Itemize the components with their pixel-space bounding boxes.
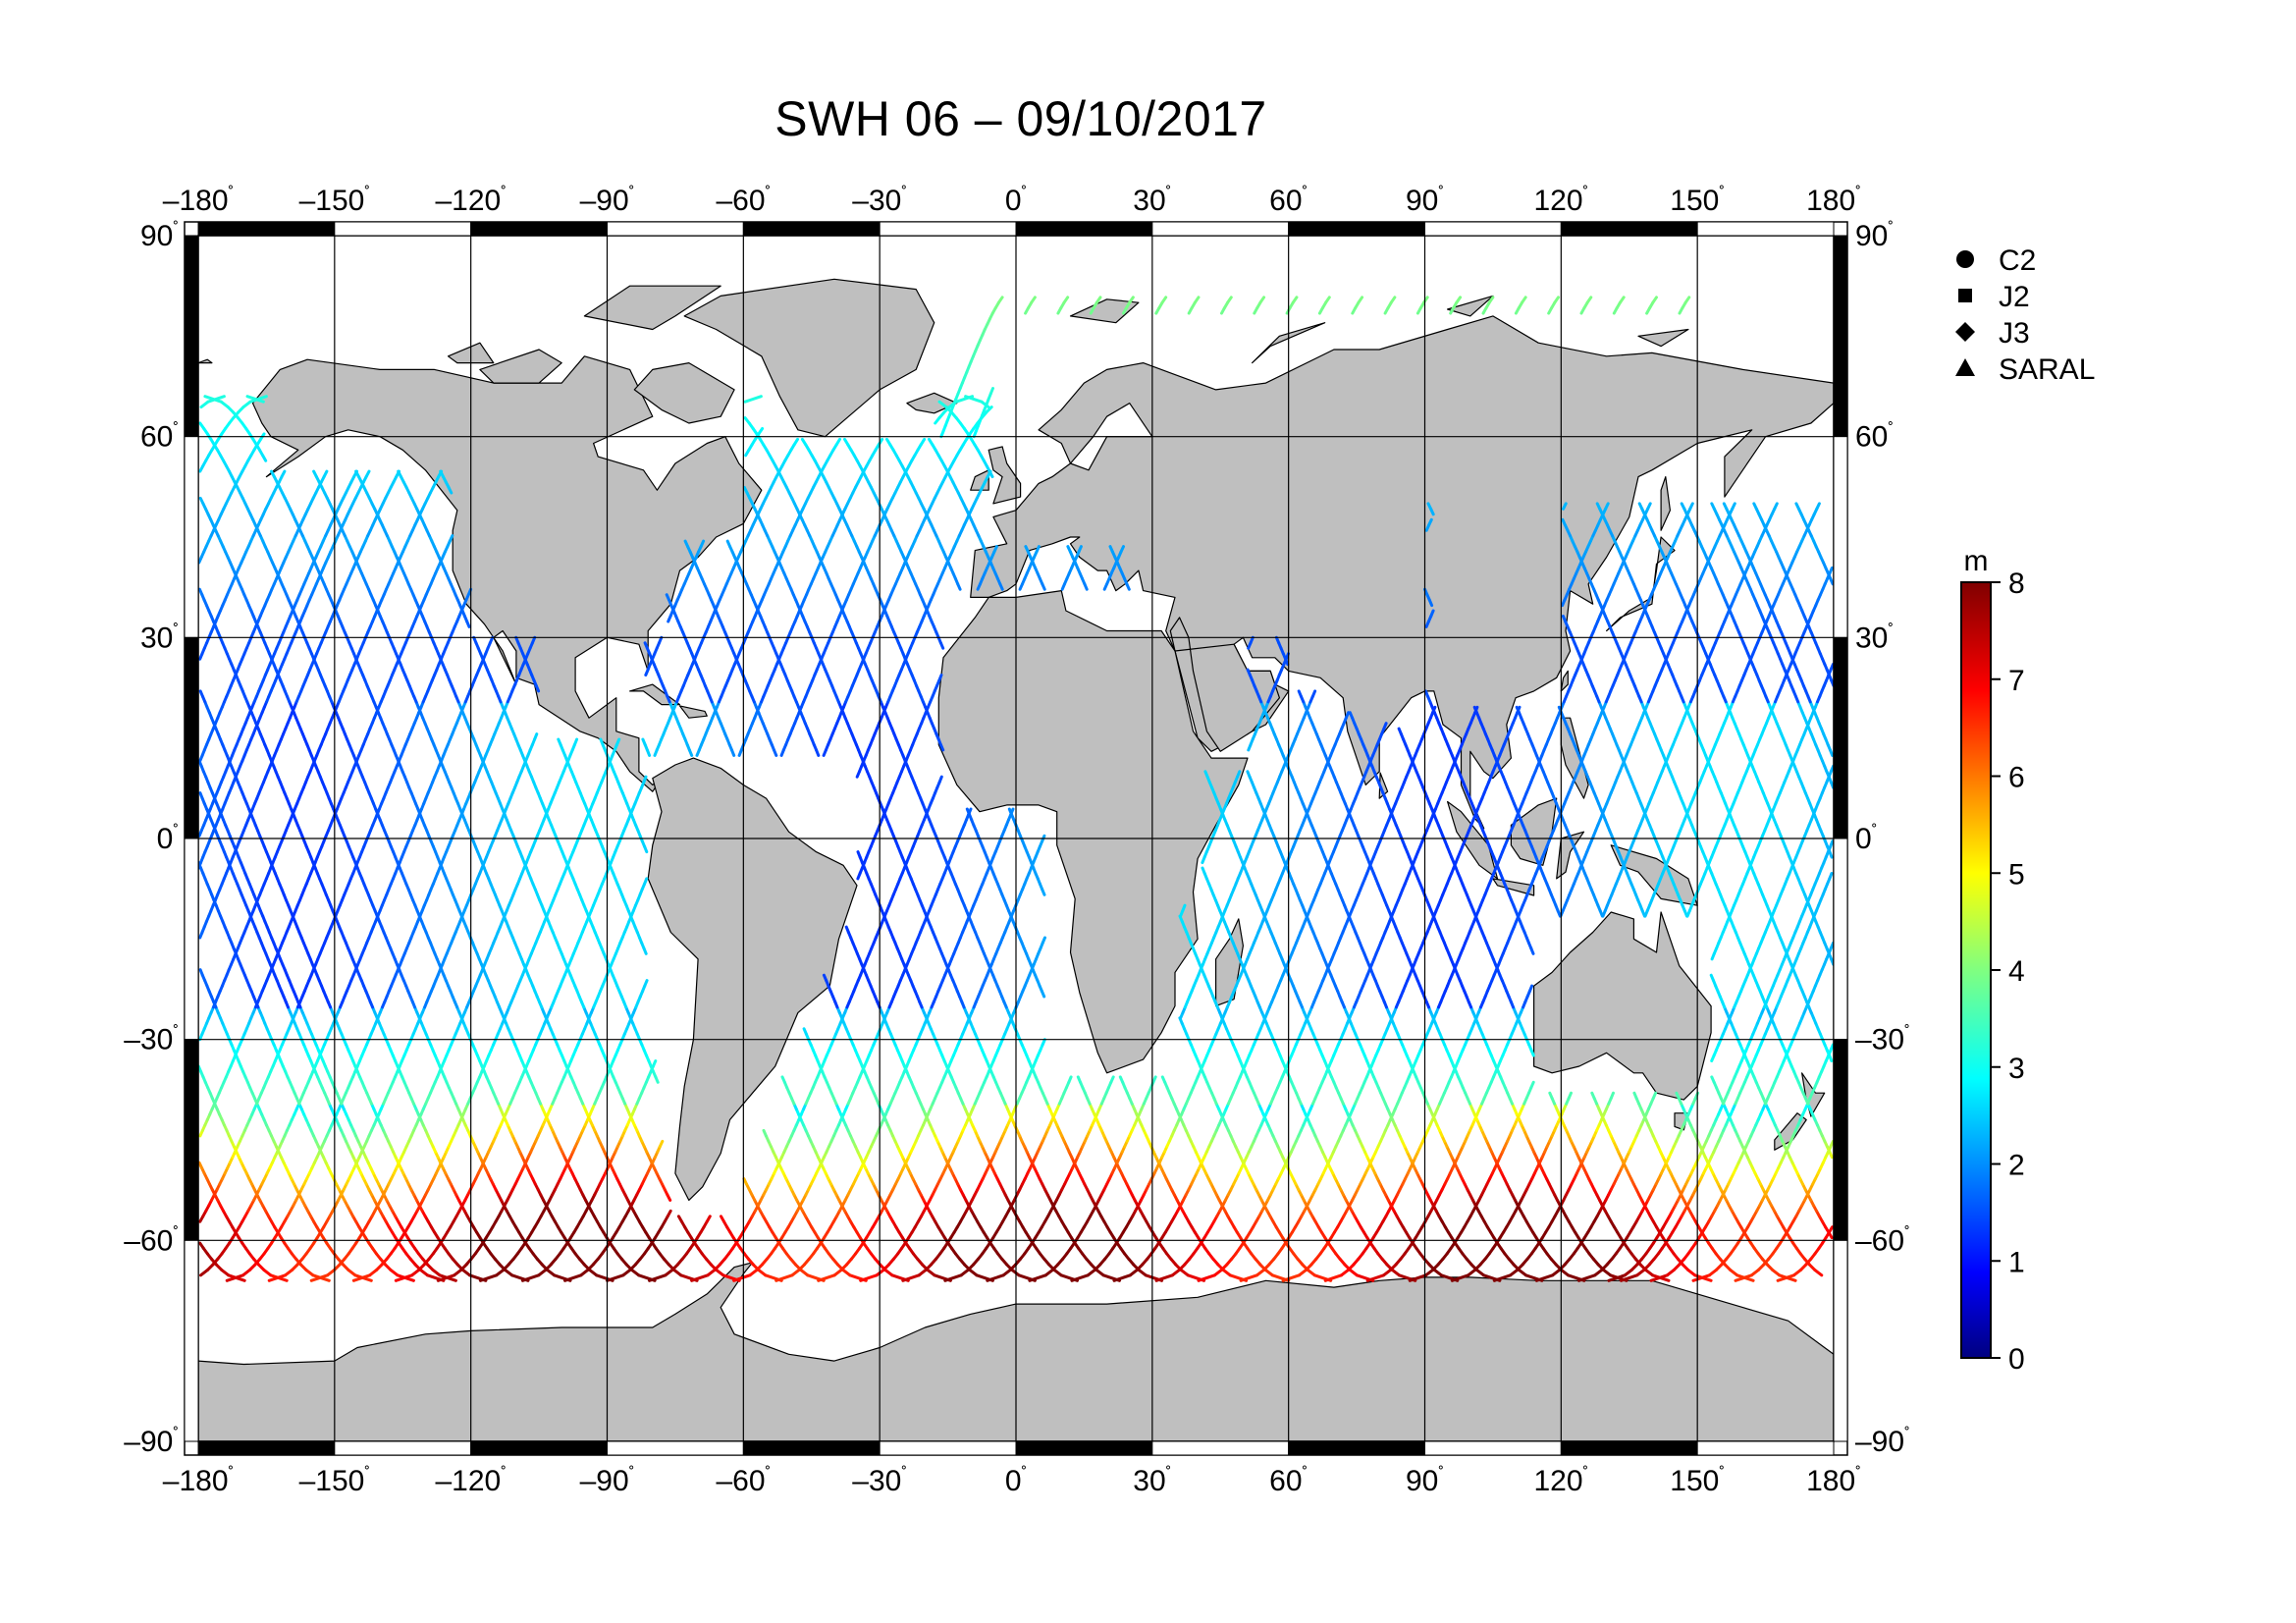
land-victoria: [479, 349, 562, 384]
track-segment-desc: [514, 635, 520, 645]
track-segment-asc: [1829, 1043, 1834, 1053]
track-segment-desc: [720, 1215, 725, 1223]
track-segment-desc: [270, 469, 276, 479]
land-hispaniola: [678, 705, 708, 719]
track-segment-asc: [658, 635, 664, 645]
track-segment-asc: [1829, 1139, 1834, 1149]
track-segment-asc: [520, 1273, 541, 1282]
track-segment-desc: [198, 587, 204, 597]
track-segment-desc: [742, 1177, 748, 1186]
track-segment-desc: [856, 850, 862, 859]
track-segment-asc: [533, 732, 539, 741]
track-segment-desc: [822, 973, 828, 983]
track-segment-desc: [354, 469, 360, 479]
track-segment-asc: [1829, 839, 1834, 848]
track-segment-desc: [1710, 502, 1716, 511]
track-segment-asc: [643, 877, 649, 886]
satellite-tracks: [198, 296, 1834, 1282]
track-segment-desc: [676, 1215, 683, 1223]
track-segment-desc: [439, 469, 445, 479]
track-segment-asc: [642, 775, 648, 784]
land-sakhalin: [1660, 476, 1672, 531]
land-south-america: [647, 757, 858, 1202]
track-segment-desc: [198, 791, 204, 800]
track-segment-asc: [937, 674, 943, 682]
track-segment-desc: [643, 641, 649, 650]
track-segment-desc: [198, 421, 206, 430]
track-segment-desc: [198, 496, 205, 506]
track-segment-desc: [1752, 502, 1758, 511]
track-segment-desc: [1007, 807, 1013, 816]
track-segment-desc: [198, 689, 204, 698]
track-segment-asc: [757, 427, 765, 436]
track-segment-desc: [641, 737, 647, 746]
track-segment-asc: [614, 737, 621, 746]
track-segment-desc: [1794, 502, 1800, 511]
track-segment-asc: [937, 775, 943, 784]
track-segment-desc: [1076, 1075, 1083, 1084]
track-segment-asc: [488, 635, 495, 645]
land-north-america: [251, 355, 763, 792]
track-segment-asc: [643, 979, 649, 988]
track-segment-asc: [448, 534, 454, 543]
land-novaya-zemlya: [1251, 322, 1326, 364]
land-sumatra: [1446, 800, 1499, 880]
map-title: SWH 06 – 09/10/2017: [774, 91, 1267, 146]
land-australia: [1532, 911, 1712, 1101]
track-segment-desc: [557, 737, 562, 746]
track-segment-desc: [472, 635, 478, 645]
track-segment-asc: [834, 437, 841, 447]
track-segment-asc: [478, 1273, 499, 1282]
land-uk: [988, 446, 1022, 505]
track-segment-desc: [312, 469, 318, 479]
track-segment-desc: [762, 1128, 768, 1138]
land-philippines: [1560, 717, 1589, 799]
track-segment-asc: [572, 737, 579, 746]
land-new-siberian: [1637, 328, 1689, 348]
land-severnaya: [1446, 295, 1494, 317]
track-segment-asc: [530, 635, 537, 645]
land-sulawesi: [1556, 831, 1585, 880]
track-segment-desc: [844, 925, 850, 934]
track-segment-desc: [802, 1027, 808, 1036]
track-segment-asc: [743, 395, 763, 404]
track-segment-desc: [599, 737, 605, 746]
track-segment-asc: [1041, 936, 1046, 945]
land-eurasia: [970, 315, 1834, 830]
track-segment-asc: [699, 539, 706, 549]
track-segment-desc: [965, 807, 971, 816]
land-taiwan: [1560, 670, 1569, 692]
land-wrangel: [198, 358, 213, 364]
land-baffin: [633, 362, 735, 424]
land-ellesmere: [583, 285, 721, 331]
track-segment-desc: [397, 469, 402, 479]
track-segment-desc: [780, 1075, 786, 1084]
land-japan: [1605, 536, 1676, 632]
track-segment-asc: [792, 437, 799, 447]
track-segment-asc: [1829, 941, 1834, 950]
